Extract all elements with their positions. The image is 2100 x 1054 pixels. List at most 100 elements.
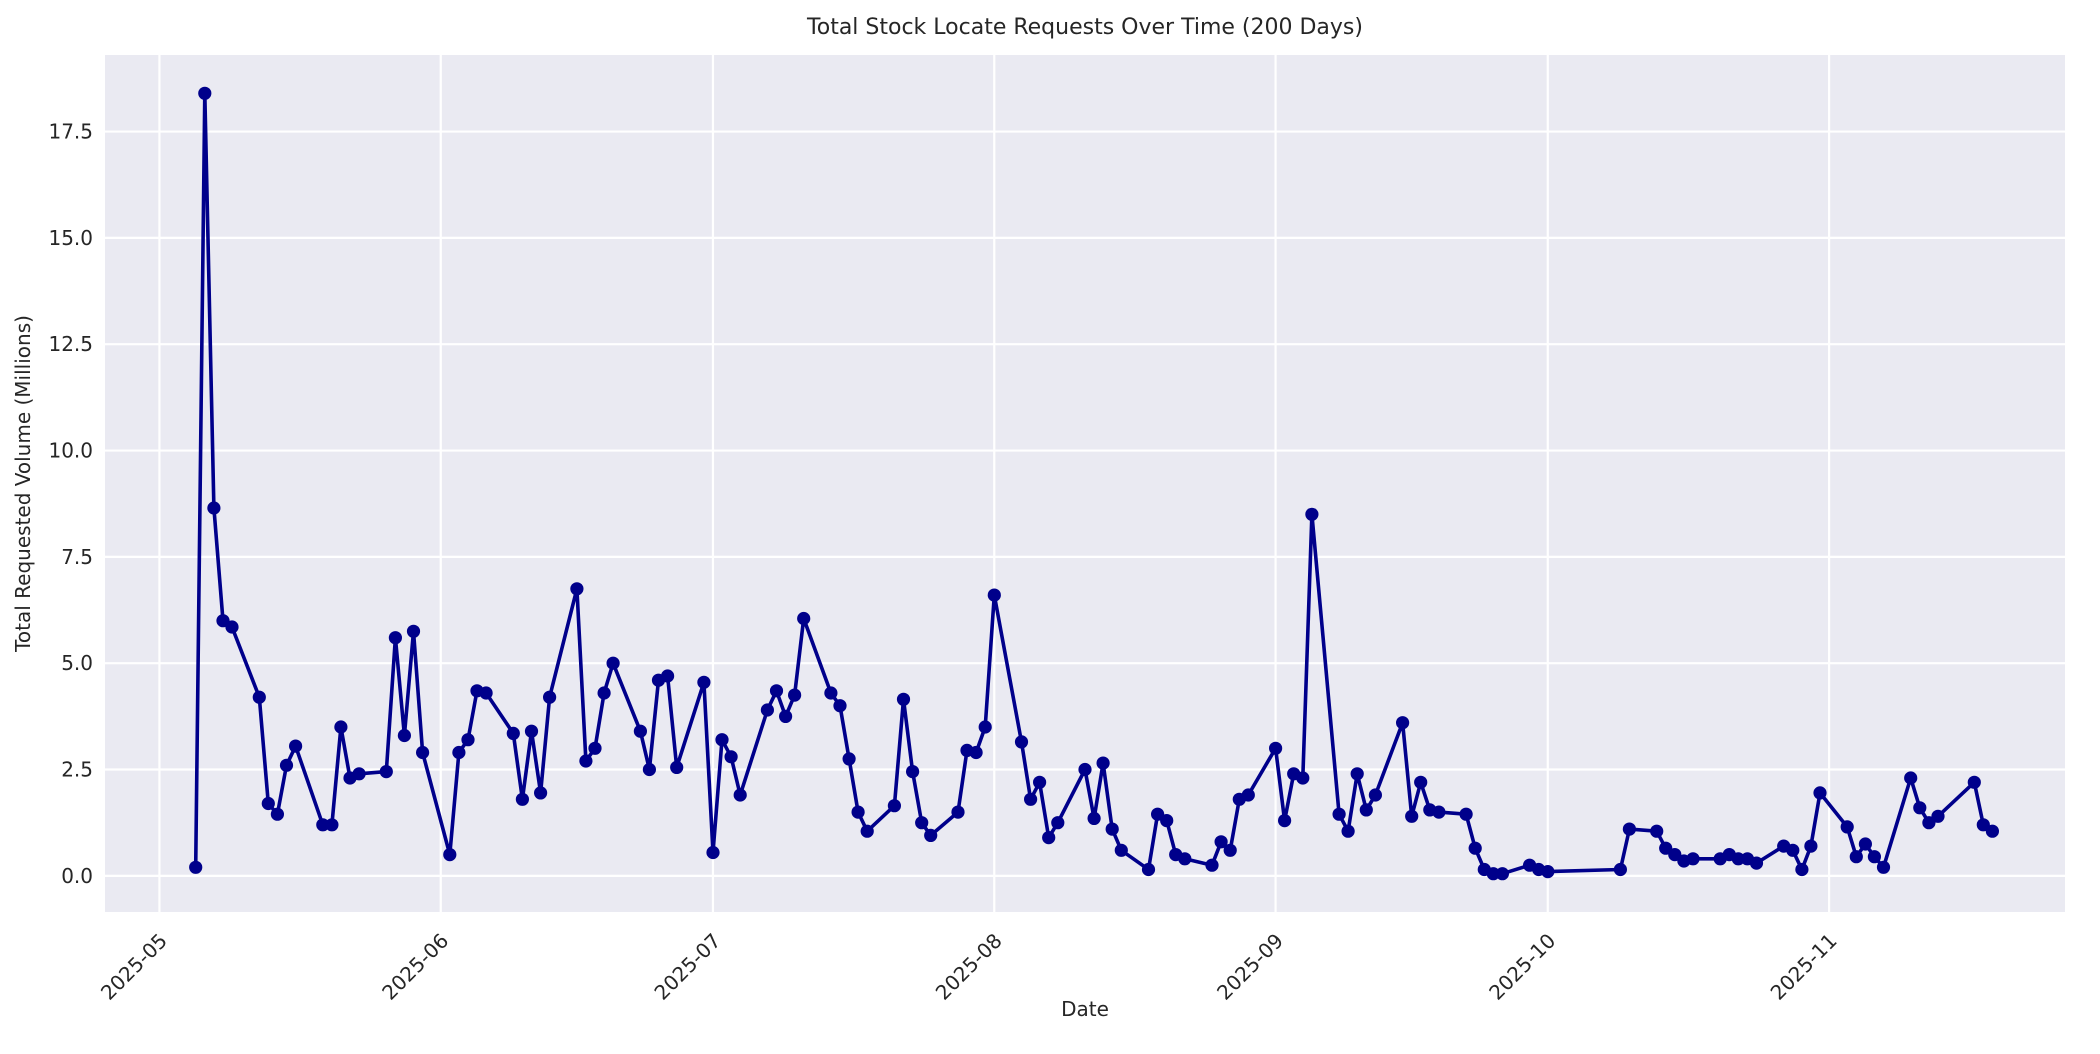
data-point[interactable]: [352, 767, 366, 781]
data-point[interactable]: [1296, 771, 1310, 785]
data-point[interactable]: [1985, 824, 1999, 838]
data-point[interactable]: [715, 733, 729, 747]
data-point[interactable]: [1205, 858, 1219, 872]
data-point[interactable]: [1269, 741, 1283, 755]
data-point[interactable]: [1024, 792, 1038, 806]
data-point[interactable]: [697, 675, 711, 689]
data-point[interactable]: [379, 765, 393, 779]
data-point[interactable]: [915, 816, 929, 830]
data-point[interactable]: [1332, 807, 1346, 821]
data-point[interactable]: [579, 754, 593, 768]
data-point[interactable]: [887, 799, 902, 813]
data-point[interactable]: [1967, 775, 1981, 789]
data-point[interactable]: [760, 703, 775, 717]
data-point[interactable]: [588, 741, 602, 755]
data-point[interactable]: [506, 726, 520, 741]
data-point[interactable]: [1405, 809, 1419, 823]
data-point[interactable]: [189, 860, 203, 874]
data-point[interactable]: [1359, 803, 1373, 817]
data-point[interactable]: [289, 739, 303, 753]
data-point[interactable]: [1813, 786, 1827, 800]
data-point[interactable]: [906, 765, 920, 779]
data-point[interactable]: [416, 745, 430, 760]
data-point[interactable]: [1241, 788, 1255, 802]
data-point[interactable]: [661, 669, 675, 683]
data-point[interactable]: [1350, 767, 1364, 781]
data-point[interactable]: [1223, 843, 1237, 857]
data-point[interactable]: [896, 692, 911, 706]
data-point[interactable]: [1141, 862, 1156, 877]
data-point[interactable]: [334, 720, 348, 734]
data-point[interactable]: [1486, 867, 1500, 881]
data-point[interactable]: [207, 501, 221, 515]
data-point[interactable]: [706, 845, 720, 860]
data-point[interactable]: [724, 750, 738, 764]
data-point[interactable]: [1432, 805, 1446, 819]
data-point[interactable]: [1786, 843, 1800, 857]
data-point[interactable]: [316, 818, 330, 832]
data-point[interactable]: [1541, 865, 1555, 879]
data-point[interactable]: [279, 758, 294, 772]
data-point[interactable]: [1849, 850, 1863, 864]
data-point[interactable]: [1014, 735, 1029, 749]
data-point[interactable]: [769, 684, 784, 698]
data-point[interactable]: [1033, 775, 1047, 789]
data-point[interactable]: [842, 752, 856, 766]
data-point[interactable]: [733, 788, 747, 802]
data-point[interactable]: [1904, 771, 1918, 785]
data-point[interactable]: [978, 720, 992, 734]
data-point[interactable]: [851, 805, 865, 819]
data-point[interactable]: [1795, 862, 1809, 877]
data-point[interactable]: [524, 724, 539, 738]
data-point[interactable]: [388, 631, 402, 645]
data-point[interactable]: [515, 792, 530, 806]
data-point[interactable]: [951, 805, 965, 819]
data-point[interactable]: [1341, 824, 1355, 838]
data-point[interactable]: [1931, 809, 1945, 823]
data-point[interactable]: [198, 86, 212, 100]
data-point[interactable]: [788, 688, 802, 702]
data-point[interactable]: [570, 582, 584, 596]
data-point[interactable]: [452, 745, 466, 760]
data-point[interactable]: [1096, 756, 1110, 770]
data-point[interactable]: [987, 588, 1001, 602]
data-point[interactable]: [969, 745, 983, 760]
data-point[interactable]: [479, 686, 493, 700]
data-point[interactable]: [1078, 762, 1092, 777]
data-point[interactable]: [1459, 807, 1473, 821]
data-point[interactable]: [261, 796, 275, 811]
data-point[interactable]: [833, 699, 847, 713]
data-point[interactable]: [1105, 822, 1119, 836]
data-point[interactable]: [824, 686, 838, 700]
data-point[interactable]: [1622, 822, 1636, 836]
data-point[interactable]: [225, 620, 239, 634]
data-point[interactable]: [779, 709, 793, 724]
data-point[interactable]: [406, 624, 421, 638]
data-point[interactable]: [633, 724, 648, 738]
data-point[interactable]: [397, 728, 411, 743]
data-point[interactable]: [1278, 814, 1292, 828]
data-point[interactable]: [1160, 814, 1174, 828]
data-point[interactable]: [534, 786, 548, 800]
data-point[interactable]: [1613, 862, 1627, 877]
data-point[interactable]: [924, 828, 938, 843]
data-point[interactable]: [1858, 837, 1872, 851]
data-point[interactable]: [1368, 788, 1382, 802]
data-point[interactable]: [1749, 856, 1764, 870]
data-point[interactable]: [543, 690, 557, 704]
data-point[interactable]: [252, 690, 266, 704]
data-point[interactable]: [1804, 839, 1818, 853]
data-point[interactable]: [1650, 824, 1664, 838]
data-point[interactable]: [325, 818, 339, 832]
data-point[interactable]: [1913, 801, 1927, 815]
data-point[interactable]: [1051, 816, 1065, 830]
data-point[interactable]: [1414, 775, 1428, 789]
data-point[interactable]: [1042, 831, 1056, 845]
data-point[interactable]: [1840, 820, 1854, 834]
data-point[interactable]: [1731, 852, 1745, 866]
data-point[interactable]: [606, 656, 620, 670]
data-point[interactable]: [1495, 867, 1509, 881]
data-point[interactable]: [1178, 852, 1192, 866]
data-point[interactable]: [1686, 852, 1700, 866]
data-point[interactable]: [670, 760, 684, 775]
